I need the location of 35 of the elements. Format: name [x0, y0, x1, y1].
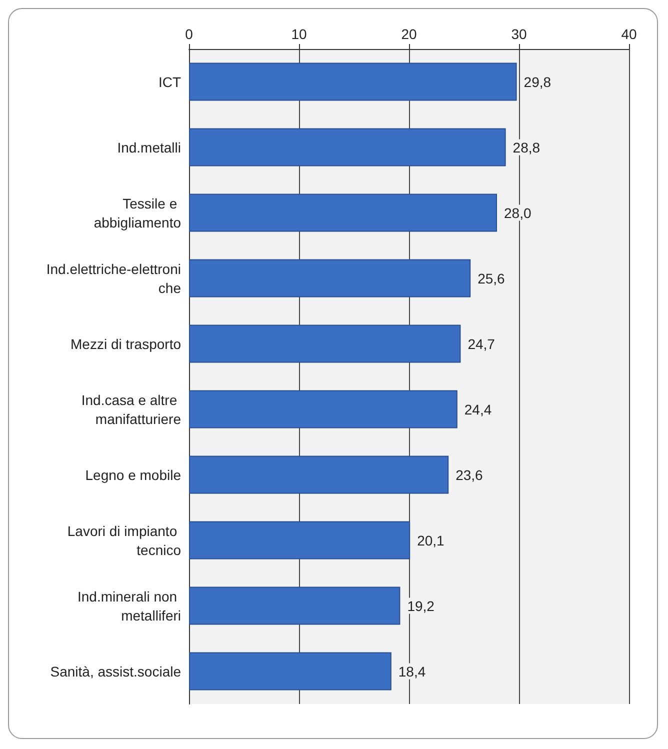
bar: [189, 259, 471, 298]
x-tick-label: 0: [185, 26, 194, 42]
bar: [189, 456, 449, 494]
data-label: 24,7: [468, 336, 496, 352]
data-label: 18,4: [398, 663, 426, 680]
y-tick-label: ICT: [158, 74, 182, 90]
x-tick-label: 30: [511, 26, 527, 42]
y-tick-label: Ind.elettriche-elettroniche: [46, 260, 182, 296]
bar: [189, 128, 506, 166]
bar: [189, 324, 461, 363]
bar: [189, 586, 400, 625]
data-label: 25,6: [478, 270, 506, 286]
data-label: 28,8: [512, 139, 540, 156]
x-tick-label: 20: [401, 26, 417, 42]
y-tick-label: Lavori di impianto tecnico: [67, 522, 182, 558]
y-tick-label: Legno e mobile: [85, 466, 182, 483]
y-tick-label: Mezzi di trasporto: [70, 336, 182, 352]
data-label: 19,2: [407, 598, 435, 614]
data-label: 29,8: [524, 74, 552, 90]
y-tick-label: Sanità, assist.sociale: [50, 663, 182, 680]
y-tick-label: Tessile e abbigliamento: [94, 195, 182, 230]
y-tick-label: Ind.casa e altre manifatturiere: [81, 392, 182, 427]
bar: [189, 652, 392, 690]
bar: [189, 194, 497, 232]
data-label: 23,6: [456, 466, 484, 483]
bar: [189, 521, 410, 560]
bar: [189, 62, 517, 101]
x-tick-label: 10: [291, 26, 307, 42]
data-label: 20,1: [417, 532, 445, 548]
data-label: 24,4: [464, 401, 492, 418]
y-tick-label: Ind.minerali non metalliferi: [77, 588, 181, 624]
data-label: 28,0: [504, 204, 532, 221]
bar: [189, 390, 458, 428]
y-tick-label: Ind.metalli: [117, 139, 181, 156]
x-tick-label: 40: [621, 26, 637, 42]
